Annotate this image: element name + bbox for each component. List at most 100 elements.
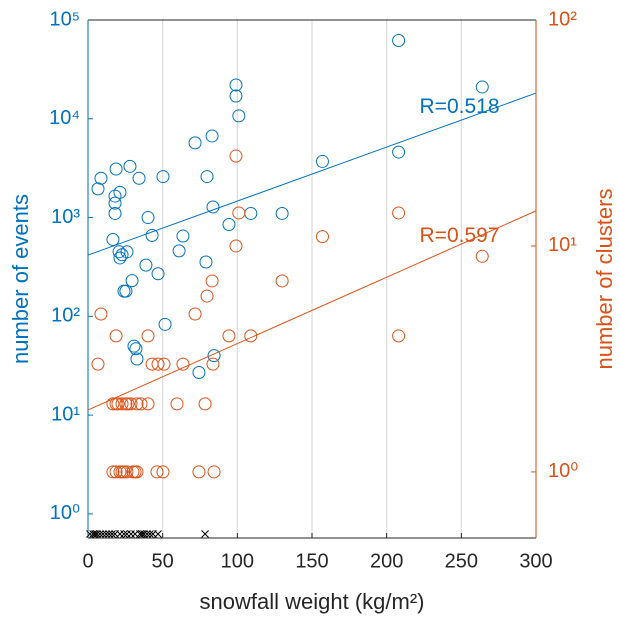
y2-tick-label: 10²	[548, 8, 577, 30]
data-point	[127, 339, 141, 353]
data-point	[229, 149, 243, 163]
data-point	[141, 397, 155, 411]
zero-marker	[89, 530, 97, 538]
data-point	[207, 349, 221, 363]
zero-marker	[154, 530, 162, 538]
y-tick-label: 10²	[51, 305, 80, 327]
annotation: R=0.518	[420, 95, 500, 118]
data-point	[106, 465, 120, 479]
x-tick-label: 150	[295, 550, 328, 572]
data-point	[392, 145, 406, 159]
zero-marker	[143, 530, 151, 538]
zero-marker	[102, 530, 110, 538]
data-point	[123, 159, 137, 173]
zero-marker	[105, 530, 113, 538]
data-point	[106, 397, 120, 411]
y-tick-label: 10⁰	[50, 502, 80, 524]
data-point	[206, 357, 220, 371]
data-point	[91, 357, 105, 371]
y-tick-label: 10⁴	[49, 107, 80, 129]
data-point	[134, 397, 148, 411]
data-point	[119, 284, 133, 298]
x-tick-label: 300	[519, 550, 552, 572]
data-point	[130, 352, 144, 366]
data-point	[158, 317, 172, 331]
data-point	[117, 465, 131, 479]
data-point	[176, 357, 190, 371]
y2-tick-label: 10¹	[548, 234, 577, 256]
data-point	[130, 465, 144, 479]
data-point	[108, 206, 122, 220]
data-point	[192, 365, 206, 379]
fit-line	[87, 92, 537, 256]
data-point	[172, 244, 186, 258]
x-tick-label: 200	[370, 550, 403, 572]
data-point	[207, 465, 221, 479]
data-point	[315, 230, 329, 244]
data-point	[108, 196, 122, 210]
data-point	[392, 329, 406, 343]
zero-marker	[127, 530, 135, 538]
data-point	[141, 211, 155, 225]
data-point	[200, 170, 214, 184]
y-tick-label: 10⁵	[49, 8, 80, 30]
y-axis-label: number of events	[8, 194, 33, 364]
x-tick-label: 250	[445, 550, 478, 572]
fit-line	[87, 210, 537, 411]
data-point	[120, 465, 134, 479]
y-tick-label: 10¹	[51, 403, 80, 425]
annotation: R=0.597	[420, 224, 500, 247]
data-point	[111, 397, 125, 411]
data-point	[108, 189, 122, 203]
x-tick-label: 100	[221, 550, 254, 572]
data-point	[315, 154, 329, 168]
data-point	[130, 397, 144, 411]
data-point	[229, 78, 243, 92]
zero-marker	[140, 530, 148, 538]
data-point	[109, 162, 123, 176]
data-point	[109, 329, 123, 343]
data-point	[109, 465, 123, 479]
data-point	[244, 329, 258, 343]
data-point	[392, 206, 406, 220]
data-point	[275, 274, 289, 288]
data-point	[275, 206, 289, 220]
data-point	[232, 206, 246, 220]
zero-marker	[93, 530, 101, 538]
data-point	[205, 274, 219, 288]
data-point	[141, 329, 155, 343]
data-point	[222, 329, 236, 343]
x-tick-label: 50	[152, 550, 174, 572]
data-point	[229, 239, 243, 253]
zero-marker	[108, 530, 116, 538]
data-point	[198, 397, 212, 411]
x-axis-label: snowfall weight (kg/m²)	[200, 589, 425, 614]
y-tick-label: 10³	[51, 206, 80, 228]
data-point	[91, 182, 105, 196]
zero-marker	[201, 530, 209, 538]
data-point	[157, 357, 171, 371]
data-point	[129, 342, 143, 356]
x-tick-label: 0	[82, 550, 93, 572]
data-point	[206, 200, 220, 214]
data-point	[475, 249, 489, 263]
data-point	[124, 397, 138, 411]
data-point	[151, 357, 165, 371]
zero-marker	[146, 530, 154, 538]
data-point	[125, 274, 139, 288]
zero-marker	[120, 530, 128, 538]
data-point	[94, 307, 108, 321]
data-point	[112, 245, 126, 259]
data-point	[113, 251, 127, 265]
data-point	[156, 465, 170, 479]
y2-tick-label: 10⁰	[548, 460, 578, 482]
data-point	[132, 171, 146, 185]
data-point	[115, 397, 129, 411]
zero-marker	[96, 530, 104, 538]
data-point	[145, 228, 159, 242]
data-point	[392, 34, 406, 48]
data-point	[192, 465, 206, 479]
data-point	[176, 229, 190, 243]
data-point	[156, 170, 170, 184]
